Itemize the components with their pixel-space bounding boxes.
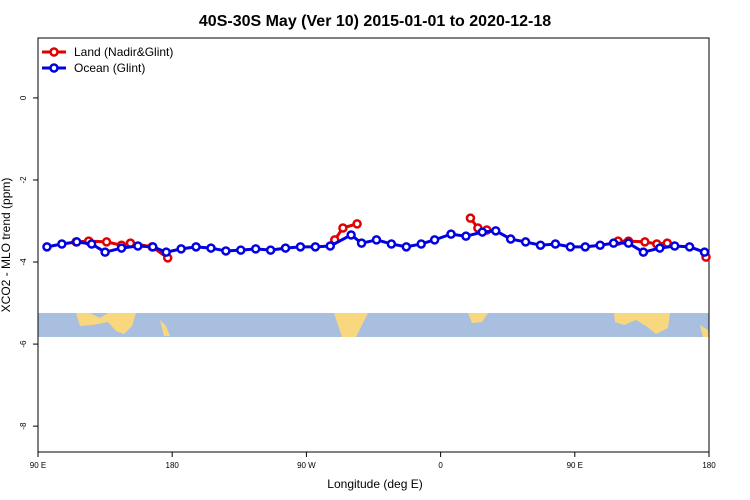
point <box>101 237 112 247</box>
point <box>684 242 695 252</box>
point <box>608 238 619 248</box>
x-axis-label: Longitude (deg E) <box>327 477 422 491</box>
x-tick-label: 90 E <box>30 461 46 470</box>
point <box>386 239 397 249</box>
point <box>338 223 348 233</box>
point <box>280 243 291 253</box>
point <box>491 226 501 236</box>
point <box>352 219 362 229</box>
point <box>250 244 261 254</box>
point <box>325 241 336 251</box>
point <box>699 247 710 257</box>
point <box>236 245 246 255</box>
point <box>595 240 605 250</box>
legend-marker <box>49 63 59 73</box>
y-tick-label: -2 <box>19 176 28 184</box>
point <box>623 238 634 248</box>
legend-label: Land (Nadir&Glint) <box>74 45 173 59</box>
point <box>57 239 67 249</box>
legend-marker <box>49 47 59 57</box>
x-tick-label: 180 <box>702 461 716 470</box>
point <box>221 246 231 256</box>
plot-frame <box>37 37 710 453</box>
point <box>100 247 110 257</box>
y-tick-label: -6 <box>19 340 28 348</box>
point <box>505 234 516 244</box>
point <box>206 243 216 253</box>
point <box>191 242 201 252</box>
x-tick-label: 0 <box>438 461 443 470</box>
x-tick-label: 90 E <box>567 461 583 470</box>
point <box>401 242 412 252</box>
point <box>477 227 488 237</box>
point <box>42 242 52 252</box>
y-tick-label: -4 <box>19 258 28 266</box>
point <box>669 241 680 251</box>
point <box>580 242 590 252</box>
point <box>346 230 356 240</box>
point <box>429 235 440 245</box>
x-tick-label: 180 <box>166 461 180 470</box>
point <box>550 239 561 249</box>
point <box>461 231 471 241</box>
chart-title: 40S-30S May (Ver 10) 2015-01-01 to 2020-… <box>199 13 551 30</box>
point <box>295 242 306 252</box>
point <box>265 245 276 255</box>
point <box>116 243 127 253</box>
y-tick-label: 0 <box>19 95 28 100</box>
point <box>148 242 158 252</box>
point <box>638 247 649 257</box>
point <box>465 213 476 223</box>
point <box>161 247 171 257</box>
y-axis-label: XCO2 - MLO trend (ppm) <box>0 178 13 313</box>
legend-label: Ocean (Glint) <box>74 61 145 75</box>
point <box>356 238 367 248</box>
point <box>176 244 186 254</box>
point <box>535 240 546 250</box>
map-strip <box>38 313 709 337</box>
point <box>371 235 382 245</box>
point <box>655 243 665 253</box>
point <box>520 237 531 247</box>
point <box>310 242 321 252</box>
point <box>72 237 82 247</box>
point <box>446 229 456 239</box>
y-tick-label: -8 <box>19 422 28 430</box>
point <box>133 241 143 251</box>
point <box>640 237 650 247</box>
x-tick-label: 90 W <box>297 461 316 470</box>
point <box>416 239 426 249</box>
point <box>86 239 97 249</box>
point <box>565 242 576 252</box>
